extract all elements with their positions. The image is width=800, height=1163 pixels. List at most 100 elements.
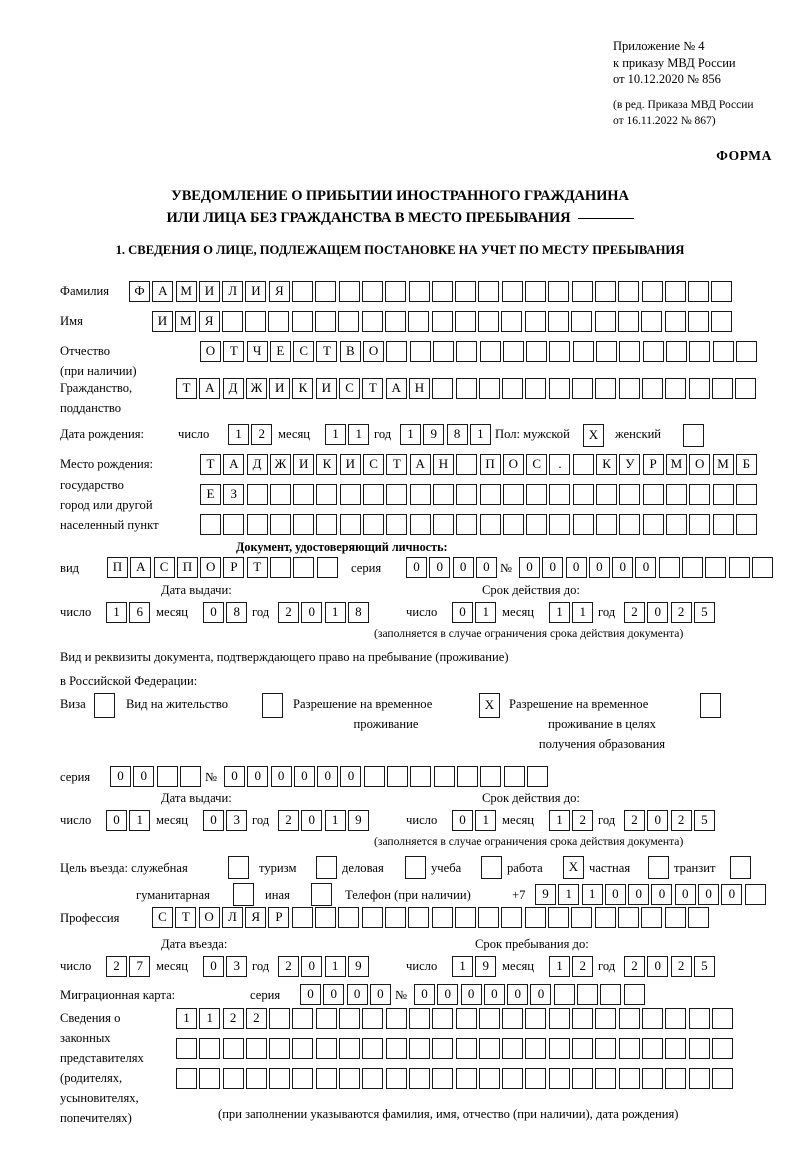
profession-cells-16[interactable]: [501, 907, 523, 928]
permit-series-cells-1[interactable]: 0: [110, 766, 131, 787]
legal-rep-row-2-cells-3[interactable]: [222, 1038, 244, 1059]
birthplace-row-1-cells-14[interactable]: О: [502, 454, 524, 475]
legal-rep-row-2-cells-18[interactable]: [572, 1038, 594, 1059]
legal-rep-row-3-cells[interactable]: [176, 1068, 733, 1089]
surname-cells-14[interactable]: [431, 281, 453, 302]
birthplace-row-3-cells[interactable]: [200, 514, 757, 535]
birthplace-row-2-cells-22[interactable]: [689, 484, 711, 505]
migration-number-cells-6[interactable]: 0: [530, 984, 552, 1005]
firstname-cells-17[interactable]: [524, 311, 546, 332]
profession-cells-8[interactable]: [315, 907, 337, 928]
purpose-service-checkbox[interactable]: [228, 856, 249, 879]
birthplace-row-2-cells-8[interactable]: [363, 484, 385, 505]
doc-kind-cells-9[interactable]: [293, 557, 315, 578]
permit-issue-year-cells-1[interactable]: 2: [278, 810, 299, 831]
profession-cells-7[interactable]: [291, 907, 313, 928]
birth-day-cells-1[interactable]: 1: [228, 424, 249, 445]
phone-cells-9[interactable]: 0: [721, 884, 743, 905]
doc-kind-cells-5[interactable]: О: [200, 557, 222, 578]
permit-number-cells-11[interactable]: [456, 766, 478, 787]
citizenship-cells-13[interactable]: [455, 378, 477, 399]
permit-number-cells-14[interactable]: [526, 766, 548, 787]
permit-issue-year-cells-3[interactable]: 1: [324, 810, 346, 831]
migration-number-cells-2[interactable]: 0: [437, 984, 459, 1005]
doc-issue-month-cells-1[interactable]: 0: [203, 602, 224, 623]
migration-series-cells-2[interactable]: 0: [323, 984, 345, 1005]
birthplace-row-3-cells-2[interactable]: [223, 514, 245, 535]
profession-cells-6[interactable]: Р: [268, 907, 290, 928]
migration-series-cells-3[interactable]: 0: [346, 984, 368, 1005]
permit-number-cells-9[interactable]: [410, 766, 432, 787]
phone-cells-6[interactable]: 0: [651, 884, 673, 905]
legal-rep-row-1-cells-1[interactable]: 1: [176, 1008, 197, 1029]
patronymic-cells-4[interactable]: Е: [269, 341, 291, 362]
migration-series-cells-1[interactable]: 0: [300, 984, 321, 1005]
entry-year-cells-4[interactable]: 9: [347, 956, 369, 977]
birthplace-row-3-cells-11[interactable]: [432, 514, 454, 535]
patronymic-cells-3[interactable]: Ч: [246, 341, 268, 362]
birthplace-row-1-cells-18[interactable]: К: [596, 454, 618, 475]
birthplace-row-1-cells-23[interactable]: М: [712, 454, 734, 475]
doc-kind-cells-4[interactable]: П: [176, 557, 198, 578]
birthplace-row-2-cells-2[interactable]: З: [223, 484, 245, 505]
surname-cells-13[interactable]: [408, 281, 430, 302]
legal-rep-row-1-cells-10[interactable]: [385, 1008, 407, 1029]
doc-series-cells-3[interactable]: 0: [452, 557, 474, 578]
legal-rep-row-3-cells-1[interactable]: [176, 1068, 197, 1089]
surname-cells-5[interactable]: Л: [222, 281, 244, 302]
birthplace-row-1-cells-7[interactable]: И: [339, 454, 361, 475]
permit-valid-year-cells-2[interactable]: 0: [647, 810, 669, 831]
birthplace-row-2-cells-1[interactable]: Е: [200, 484, 221, 505]
patronymic-cells-11[interactable]: [432, 341, 454, 362]
purpose-transit-checkbox[interactable]: [730, 856, 751, 879]
doc-issue-year-cells-1[interactable]: 2: [278, 602, 299, 623]
citizenship-cells-1[interactable]: Т: [176, 378, 197, 399]
entry-year-cells-1[interactable]: 2: [278, 956, 299, 977]
purpose-private-checkbox[interactable]: [648, 856, 669, 879]
doc-kind-cells-2[interactable]: А: [130, 557, 152, 578]
legal-rep-row-1-cells-18[interactable]: [572, 1008, 594, 1029]
legal-rep-row-3-cells-12[interactable]: [432, 1068, 454, 1089]
migration-number-cells-9[interactable]: [600, 984, 622, 1005]
entry-day-cells-1[interactable]: 2: [106, 956, 127, 977]
legal-rep-row-2-cells-16[interactable]: [525, 1038, 547, 1059]
sex-male-checkbox[interactable]: X: [583, 424, 604, 447]
surname-cells-16[interactable]: [478, 281, 500, 302]
legal-rep-row-2-cells-4[interactable]: [245, 1038, 267, 1059]
temp-edu-checkbox[interactable]: [700, 693, 721, 718]
entry-year-cells-2[interactable]: 0: [301, 956, 323, 977]
firstname-cells-7[interactable]: [291, 311, 313, 332]
surname-cells-4[interactable]: И: [198, 281, 220, 302]
birthplace-row-3-cells-17[interactable]: [572, 514, 594, 535]
birthplace-row-1-cells-20[interactable]: Р: [642, 454, 664, 475]
citizenship-cells-18[interactable]: [572, 378, 594, 399]
legal-rep-row-2-cells-20[interactable]: [618, 1038, 640, 1059]
doc-valid-year-cells-1[interactable]: 2: [624, 602, 645, 623]
legal-rep-row-2-cells-17[interactable]: [548, 1038, 570, 1059]
birthplace-row-2-cells-15[interactable]: [526, 484, 548, 505]
birthplace-row-1-cells-15[interactable]: С: [526, 454, 548, 475]
profession-cells-15[interactable]: [478, 907, 500, 928]
permit-valid-month-cells-2[interactable]: 2: [572, 810, 594, 831]
surname-cells-26[interactable]: [711, 281, 733, 302]
doc-number-cells-9[interactable]: [705, 557, 727, 578]
birth-day-cells-2[interactable]: 2: [251, 424, 273, 445]
legal-rep-row-1-cells-11[interactable]: [408, 1008, 430, 1029]
birthplace-row-3-cells-9[interactable]: [386, 514, 408, 535]
permit-issue-month-cells-2[interactable]: 3: [226, 810, 248, 831]
phone-cells-3[interactable]: 1: [581, 884, 603, 905]
surname-cells-18[interactable]: [525, 281, 547, 302]
purpose-study-checkbox[interactable]: [481, 856, 502, 879]
stay-month-cells-1[interactable]: 1: [549, 956, 570, 977]
legal-rep-row-2-cells-5[interactable]: [269, 1038, 291, 1059]
firstname-cells-2[interactable]: М: [175, 311, 197, 332]
surname-cells-22[interactable]: [618, 281, 640, 302]
